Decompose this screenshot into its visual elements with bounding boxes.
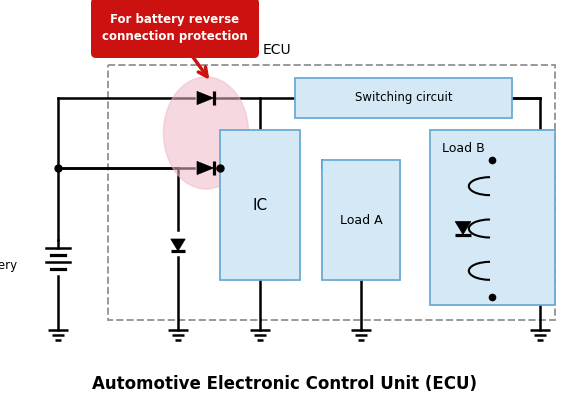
Text: For battery reverse
connection protection: For battery reverse connection protectio… bbox=[102, 13, 248, 43]
Text: Battery: Battery bbox=[0, 258, 18, 271]
Polygon shape bbox=[455, 222, 471, 234]
Ellipse shape bbox=[164, 77, 249, 189]
Text: IC: IC bbox=[253, 198, 267, 213]
FancyBboxPatch shape bbox=[295, 78, 512, 118]
Text: Load B: Load B bbox=[442, 142, 484, 155]
Polygon shape bbox=[197, 92, 214, 104]
Polygon shape bbox=[197, 162, 214, 175]
Text: ECU: ECU bbox=[263, 43, 292, 57]
Text: Automotive Electronic Control Unit (ECU): Automotive Electronic Control Unit (ECU) bbox=[92, 375, 478, 393]
FancyBboxPatch shape bbox=[91, 0, 259, 58]
FancyBboxPatch shape bbox=[430, 130, 555, 305]
Text: Switching circuit: Switching circuit bbox=[355, 92, 453, 104]
FancyBboxPatch shape bbox=[220, 130, 300, 280]
FancyBboxPatch shape bbox=[322, 160, 400, 280]
Polygon shape bbox=[171, 239, 185, 251]
Text: Load A: Load A bbox=[340, 213, 382, 226]
